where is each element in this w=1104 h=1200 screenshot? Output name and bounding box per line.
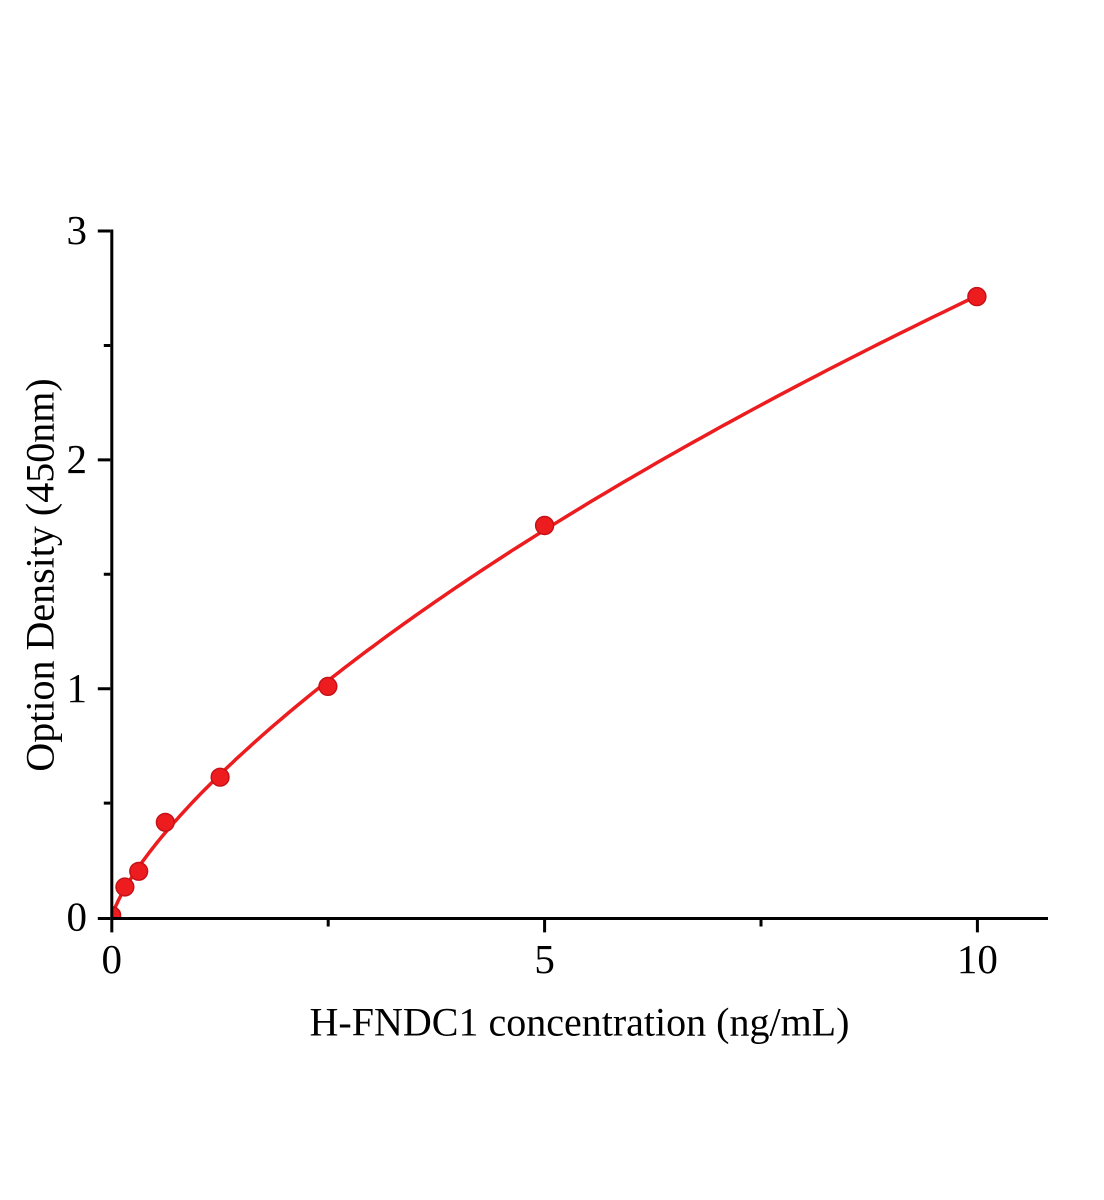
svg-text:0: 0 [102,936,123,982]
svg-text:Option Density (450nm): Option Density (450nm) [18,378,63,771]
svg-text:2: 2 [67,436,88,482]
svg-text:1: 1 [67,665,88,711]
svg-text:5: 5 [534,936,555,982]
svg-text:H-FNDC1 concentration (ng/mL): H-FNDC1 concentration (ng/mL) [310,1000,850,1045]
svg-text:0: 0 [67,894,88,940]
svg-text:10: 10 [957,936,998,982]
svg-text:3: 3 [67,207,88,253]
